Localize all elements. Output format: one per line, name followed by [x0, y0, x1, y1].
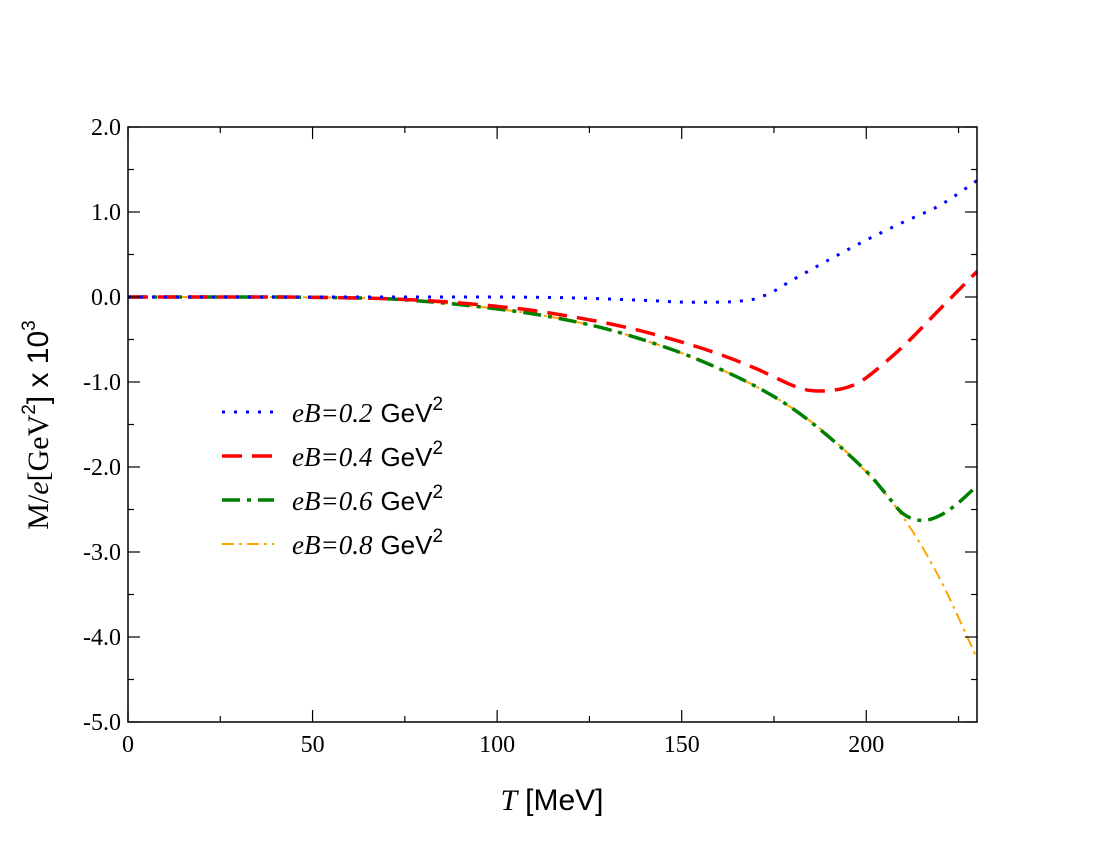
axis-ticks	[127, 126, 977, 723]
x-tick-label-0: 0	[122, 732, 134, 758]
x-tick-label-2: 100	[479, 732, 515, 758]
series-group	[128, 179, 979, 659]
x-axis-title: T [MeV]	[500, 784, 603, 817]
x-tick-label-3: 150	[664, 732, 700, 758]
legend-label-1: eB=0.4 GeV2	[292, 438, 443, 472]
legend: eB=0.2 GeV2 eB=0.4 GeV2 eB=0.6 GeV2 eB=0.8 G…	[222, 394, 443, 560]
legend-entry-0: eB=0.2 GeV2	[222, 394, 443, 428]
legend-entry-1: eB=0.4 GeV2	[222, 438, 443, 472]
y-tick-label-2: 0.0	[91, 285, 121, 311]
legend-entry-3: eB=0.8 GeV2	[222, 526, 443, 560]
y-axis-title: M/e[GeV2] x 103	[19, 320, 55, 530]
legend-label-2: eB=0.6 GeV2	[292, 482, 443, 516]
y-tick-label-6: -4.0	[83, 625, 121, 651]
x-tick-label-1: 50	[301, 732, 325, 758]
plot-frame	[127, 126, 978, 723]
legend-entry-2: eB=0.6 GeV2	[222, 482, 443, 516]
series-line-0	[128, 179, 978, 304]
y-tick-label-5: -3.0	[83, 540, 121, 566]
tick-labels: 0 50 100 150 200 2.0 1.0 0.0 -1.0 -2.0 -3.0 -4.0 -5.…	[83, 115, 884, 758]
series-line-3	[128, 295, 978, 659]
y-tick-label-3: -1.0	[83, 370, 121, 396]
series-line-1	[128, 270, 979, 393]
y-tick-label-0: 2.0	[91, 115, 121, 141]
y-tick-label-4: -2.0	[83, 455, 121, 481]
y-tick-label-7: -5.0	[83, 710, 121, 736]
x-tick-label-4: 200	[848, 732, 884, 758]
legend-label-0: eB=0.2 GeV2	[292, 394, 443, 428]
y-tick-label-1: 1.0	[91, 200, 121, 226]
legend-label-3: eB=0.8 GeV2	[292, 526, 443, 560]
series-line-2	[128, 295, 979, 523]
